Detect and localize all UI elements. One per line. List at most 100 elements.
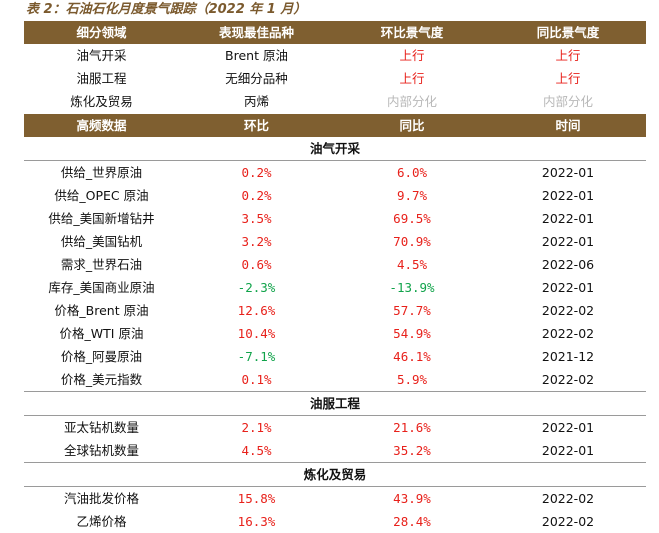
table-row: 供给_OPEC 原油 0.2% 9.7% 2022-01 xyxy=(24,184,646,207)
yoy-cell: 69.5% xyxy=(393,211,431,226)
section-title: 油服工程 xyxy=(24,392,646,415)
yoy-cell: -13.9% xyxy=(389,280,435,295)
yoy-cell: 5.9% xyxy=(396,372,428,387)
time-cell: 2022-01 xyxy=(541,420,595,435)
table-row: 供给_美国新增钻井 3.5% 69.5% 2022-01 xyxy=(24,207,646,230)
header-yoy: 同比 xyxy=(399,118,425,133)
section-title-text: 油服工程 xyxy=(309,396,360,411)
summary-table: 细分领域 表现最佳品种 环比景气度 同比景气度 油气开采 Brent 原油 上行… xyxy=(24,21,646,113)
indicator-cell: 供给_OPEC 原油 xyxy=(54,188,149,203)
mom-cell: 15.8% xyxy=(237,491,276,506)
high-frequency-table: 高频数据 环比 同比 时间 油气开采 供给_世界原油 0.2% 6.0% 202… xyxy=(24,114,646,533)
yoy-cell: 6.0% xyxy=(396,165,428,180)
table-row: 价格_阿曼原油 -7.1% 46.1% 2021-12 xyxy=(24,345,646,368)
mom-cell: 0.6% xyxy=(241,257,272,272)
mom-cell: -2.3% xyxy=(237,280,276,295)
mom-cell: 2.1% xyxy=(241,420,272,435)
hf-header-row: 高频数据 环比 同比 时间 xyxy=(24,114,646,137)
time-cell: 2022-06 xyxy=(541,257,595,272)
table-row: 汽油批发价格 15.8% 43.9% 2022-02 xyxy=(24,487,646,510)
time-cell: 2022-02 xyxy=(541,372,595,387)
mom-cell: 3.2% xyxy=(241,234,272,249)
mom-cell: 0.2% xyxy=(241,188,272,203)
table-caption: 表 2：石油石化月度景气跟踪（2022 年 1 月） xyxy=(26,2,307,17)
time-cell: 2022-01 xyxy=(541,280,595,295)
mom-cell: -7.1% xyxy=(237,349,276,364)
indicator-cell: 供给_美国新增钻井 xyxy=(48,211,155,226)
indicator-cell: 亚太钻机数量 xyxy=(63,420,139,435)
mom-cell: 0.1% xyxy=(241,372,272,387)
section-title: 炼化及贸易 xyxy=(24,463,646,486)
divider xyxy=(24,462,646,463)
mom-sentiment-cell: 上行 xyxy=(399,48,425,63)
indicator-cell: 价格_阿曼原油 xyxy=(60,349,143,364)
table-row: 价格_Brent 原油 12.6% 57.7% 2022-02 xyxy=(24,299,646,322)
section-title: 油气开采 xyxy=(24,137,646,160)
mom-cell: 10.4% xyxy=(237,326,276,341)
best-cell: Brent 原油 xyxy=(225,48,288,63)
indicator-cell: 库存_美国商业原油 xyxy=(48,280,155,295)
time-cell: 2022-01 xyxy=(541,165,595,180)
divider xyxy=(24,160,646,161)
yoy-sentiment-cell: 上行 xyxy=(555,71,581,86)
table-row: 价格_WTI 原油 10.4% 54.9% 2022-02 xyxy=(24,322,646,345)
mom-sentiment-cell: 上行 xyxy=(399,71,425,86)
yoy-sentiment-cell: 上行 xyxy=(555,48,581,63)
header-time: 时间 xyxy=(555,118,581,133)
header-mom-sentiment: 环比景气度 xyxy=(380,25,444,40)
section-title-text: 炼化及贸易 xyxy=(303,467,367,482)
table-row: 供给_美国钻机 3.2% 70.9% 2022-01 xyxy=(24,230,646,253)
indicator-cell: 全球钻机数量 xyxy=(63,443,139,458)
field-cell: 炼化及贸易 xyxy=(70,94,133,109)
header-mom: 环比 xyxy=(243,118,269,133)
header-indicator: 高频数据 xyxy=(76,118,127,133)
best-cell: 无细分品种 xyxy=(225,71,288,86)
field-cell: 油服工程 xyxy=(76,71,127,86)
section-title-text: 油气开采 xyxy=(309,141,360,156)
mom-cell: 0.2% xyxy=(241,165,272,180)
mom-cell: 3.5% xyxy=(241,211,272,226)
field-cell: 油气开采 xyxy=(76,48,127,63)
table-row: 油气开采 Brent 原油 上行 上行 xyxy=(24,44,646,67)
mom-cell: 16.3% xyxy=(237,514,276,529)
yoy-cell: 57.7% xyxy=(393,303,431,318)
yoy-cell: 9.7% xyxy=(396,188,428,203)
yoy-cell: 21.6% xyxy=(393,420,431,435)
yoy-cell: 35.2% xyxy=(393,443,431,458)
divider xyxy=(24,391,646,392)
indicator-cell: 乙烯价格 xyxy=(76,514,127,529)
yoy-sentiment-cell: 内部分化 xyxy=(542,94,593,109)
yoy-cell: 54.9% xyxy=(393,326,431,341)
yoy-cell: 46.1% xyxy=(393,349,431,364)
header-field: 细分领域 xyxy=(76,25,127,40)
yoy-cell: 28.4% xyxy=(393,514,431,529)
indicator-cell: 价格_美元指数 xyxy=(60,372,143,387)
summary-header-row: 细分领域 表现最佳品种 环比景气度 同比景气度 xyxy=(24,21,646,44)
table-row: 库存_美国商业原油 -2.3% -13.9% 2022-01 xyxy=(24,276,646,299)
header-yoy-sentiment: 同比景气度 xyxy=(536,25,600,40)
mom-cell: 12.6% xyxy=(237,303,276,318)
time-cell: 2022-01 xyxy=(541,188,595,203)
table-row: 供给_世界原油 0.2% 6.0% 2022-01 xyxy=(24,161,646,184)
divider xyxy=(24,415,646,416)
table-row: 全球钻机数量 4.5% 35.2% 2022-01 xyxy=(24,439,646,462)
time-cell: 2022-01 xyxy=(541,211,595,226)
indicator-cell: 价格_Brent 原油 xyxy=(54,303,149,318)
yoy-cell: 70.9% xyxy=(393,234,431,249)
table-row: 价格_美元指数 0.1% 5.9% 2022-02 xyxy=(24,368,646,391)
mom-sentiment-cell: 内部分化 xyxy=(386,94,437,109)
table-row: 炼化及贸易 丙烯 内部分化 内部分化 xyxy=(24,90,646,113)
indicator-cell: 价格_WTI 原油 xyxy=(59,326,144,341)
indicator-cell: 需求_世界石油 xyxy=(60,257,143,272)
time-cell: 2022-01 xyxy=(541,443,595,458)
divider xyxy=(24,486,646,487)
table-row: 需求_世界石油 0.6% 4.5% 2022-06 xyxy=(24,253,646,276)
indicator-cell: 汽油批发价格 xyxy=(63,491,139,506)
table-row: 乙烯价格 16.3% 28.4% 2022-02 xyxy=(24,510,646,533)
header-best: 表现最佳品种 xyxy=(218,25,294,40)
time-cell: 2022-02 xyxy=(541,491,595,506)
time-cell: 2022-01 xyxy=(541,234,595,249)
yoy-cell: 4.5% xyxy=(396,257,428,272)
indicator-cell: 供给_世界原油 xyxy=(60,165,143,180)
table-row: 亚太钻机数量 2.1% 21.6% 2022-01 xyxy=(24,416,646,439)
